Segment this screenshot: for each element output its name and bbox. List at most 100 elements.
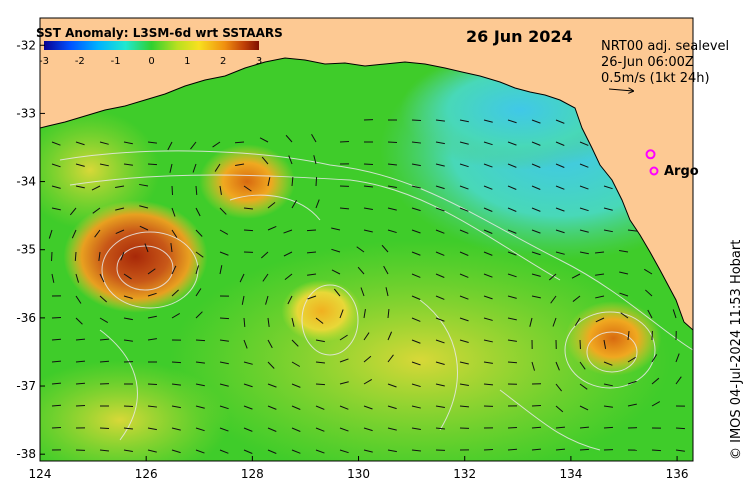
current-vector bbox=[387, 449, 397, 453]
current-vector bbox=[284, 273, 293, 280]
current-vector bbox=[195, 449, 205, 454]
current-vector bbox=[363, 185, 374, 188]
current-vector bbox=[195, 207, 201, 217]
current-vector bbox=[627, 403, 637, 407]
current-vector bbox=[306, 229, 317, 232]
current-vector bbox=[555, 426, 566, 429]
current-vector bbox=[171, 207, 176, 217]
current-vector bbox=[339, 449, 349, 454]
current-vector bbox=[260, 251, 269, 259]
current-vector bbox=[483, 119, 493, 123]
x-tick-label: 130 bbox=[347, 467, 370, 481]
current-vector bbox=[483, 141, 493, 146]
current-vector bbox=[285, 134, 293, 143]
current-vector bbox=[51, 382, 62, 385]
current-vector bbox=[435, 317, 445, 322]
current-vector bbox=[75, 273, 80, 283]
current-vector bbox=[555, 448, 566, 451]
current-vector bbox=[507, 185, 517, 190]
current-vector bbox=[579, 405, 589, 411]
current-vector bbox=[219, 185, 222, 195]
current-vector bbox=[171, 185, 174, 196]
current-vector bbox=[123, 163, 133, 166]
current-vector bbox=[243, 361, 253, 365]
current-vector bbox=[411, 207, 421, 212]
current-vector bbox=[267, 449, 277, 454]
current-vector bbox=[459, 339, 469, 343]
current-vector bbox=[507, 448, 518, 451]
current-vector bbox=[483, 229, 493, 234]
current-vector bbox=[171, 405, 181, 409]
current-vector bbox=[99, 163, 109, 167]
current-vector bbox=[363, 427, 373, 432]
current-vector bbox=[139, 183, 149, 187]
current-vector bbox=[483, 361, 493, 364]
current-vector bbox=[75, 295, 82, 304]
current-vector bbox=[579, 207, 589, 212]
current-vector bbox=[555, 185, 565, 190]
current-vector bbox=[579, 383, 588, 390]
current-vector bbox=[531, 404, 542, 407]
current-vector bbox=[360, 287, 365, 297]
current-vector bbox=[219, 317, 230, 320]
current-vector bbox=[147, 268, 156, 275]
current-vector bbox=[214, 163, 221, 172]
current-vector bbox=[363, 449, 373, 453]
current-vector bbox=[363, 207, 373, 210]
warm-eddy bbox=[199, 144, 296, 220]
current-vector bbox=[262, 273, 269, 282]
current-vector bbox=[261, 156, 269, 165]
current-vector bbox=[579, 426, 590, 429]
current-vector bbox=[555, 119, 565, 124]
current-vector bbox=[411, 295, 421, 300]
current-vector bbox=[339, 427, 349, 432]
current-vector bbox=[459, 405, 470, 408]
current-vector bbox=[51, 273, 55, 283]
current-vector bbox=[267, 383, 277, 388]
current-vector bbox=[603, 229, 613, 233]
current-vector bbox=[115, 207, 125, 211]
current-vector bbox=[99, 141, 109, 145]
current-vector bbox=[595, 295, 605, 299]
current-vector bbox=[627, 356, 636, 363]
map-date: 26 Jun 2024 bbox=[466, 27, 573, 46]
x-tick-label: 124 bbox=[29, 467, 52, 481]
current-vector bbox=[363, 355, 372, 363]
current-vector bbox=[147, 427, 157, 431]
current-vector bbox=[387, 207, 397, 211]
current-vector bbox=[115, 185, 125, 188]
current-vector bbox=[385, 287, 389, 297]
current-vector bbox=[381, 244, 389, 253]
current-vector bbox=[411, 119, 422, 122]
current-vector bbox=[239, 273, 245, 283]
current-vector bbox=[99, 295, 108, 303]
current-vector bbox=[291, 317, 295, 327]
current-vector bbox=[411, 185, 421, 189]
map-title: SST Anomaly: L3SM-6d wrt SSTAARS bbox=[36, 26, 283, 40]
current-vector bbox=[603, 185, 613, 190]
current-vector bbox=[243, 383, 253, 388]
current-vector bbox=[579, 229, 589, 233]
current-vector bbox=[243, 405, 253, 410]
colorbar-tick-label: -2 bbox=[75, 56, 85, 67]
current-vector bbox=[219, 339, 229, 342]
current-vector bbox=[627, 380, 637, 385]
current-vector bbox=[75, 360, 86, 363]
x-axis-ticks: 124 126 128 130 132 134 136 bbox=[29, 456, 689, 481]
current-vector bbox=[531, 185, 541, 190]
current-vector bbox=[147, 315, 157, 319]
current-vector bbox=[120, 251, 125, 261]
current-vector bbox=[357, 266, 365, 275]
current-vector bbox=[147, 141, 157, 144]
current-vector bbox=[99, 273, 105, 283]
current-vector bbox=[315, 339, 325, 343]
current-vector bbox=[507, 361, 518, 364]
current-vector bbox=[291, 449, 301, 454]
current-vector bbox=[651, 401, 661, 407]
current-vector bbox=[675, 449, 685, 452]
y-tick-label: -33 bbox=[16, 106, 36, 120]
colorbar-tick-label: 3 bbox=[256, 56, 262, 67]
current-vector bbox=[195, 288, 202, 297]
current-vector bbox=[507, 251, 517, 256]
current-vector bbox=[315, 176, 318, 187]
